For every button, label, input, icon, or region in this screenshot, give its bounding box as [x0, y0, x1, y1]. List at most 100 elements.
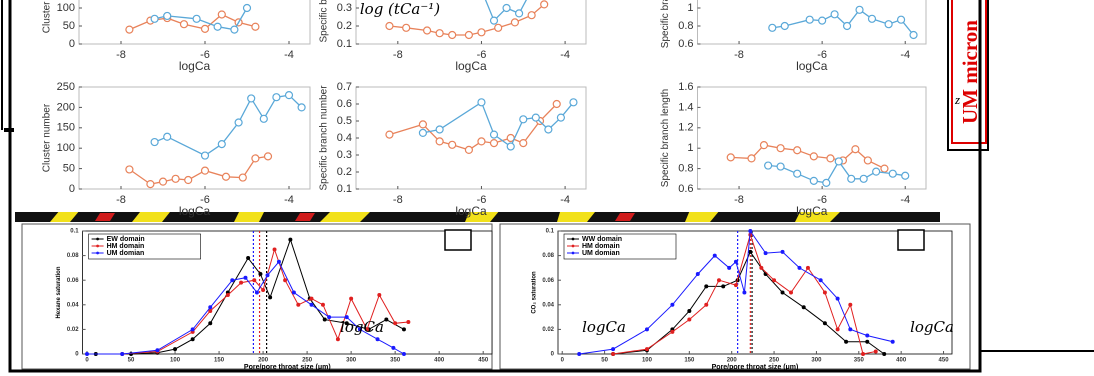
point	[898, 16, 905, 23]
point	[528, 12, 535, 19]
point	[902, 172, 909, 179]
point	[151, 139, 158, 146]
x-tick-label: 200	[727, 358, 738, 364]
x-tick-label: -8	[393, 49, 403, 61]
point	[735, 260, 738, 263]
point	[252, 155, 259, 162]
x-tick-label: -4	[284, 194, 294, 206]
point	[185, 177, 192, 184]
y-tick-label: 50	[63, 163, 75, 175]
point	[696, 273, 699, 276]
point	[436, 126, 443, 133]
y-tick-label: 0.06	[542, 278, 554, 284]
point	[760, 267, 763, 270]
point	[278, 260, 281, 263]
x-tick-label: 50	[601, 358, 608, 364]
y-tick-label: 0.04	[542, 302, 554, 308]
point	[520, 116, 527, 123]
point	[491, 131, 498, 138]
point	[910, 32, 917, 39]
y-axis-label: Specific branch number	[319, 0, 330, 43]
point	[244, 5, 251, 12]
point	[777, 145, 784, 152]
point	[214, 23, 221, 30]
y-tick-label: 0.8	[678, 163, 693, 175]
point	[202, 167, 209, 174]
point	[465, 146, 472, 153]
point	[478, 99, 485, 106]
point	[781, 23, 788, 30]
y-axis-label: Specific branch length	[660, 0, 671, 48]
point	[193, 15, 200, 22]
point	[310, 303, 313, 306]
point	[777, 163, 784, 170]
point	[612, 353, 615, 356]
point	[860, 175, 867, 182]
legend-marker	[572, 252, 575, 255]
point	[836, 297, 839, 300]
point	[202, 25, 209, 32]
y-tick-label: 0.02	[542, 327, 554, 333]
point	[260, 115, 267, 122]
x-axis-label: logCa	[796, 204, 828, 218]
point	[570, 99, 577, 106]
point	[866, 340, 869, 343]
x-tick-label: -4	[284, 49, 294, 61]
y-tick-label: 100	[57, 2, 75, 14]
point	[164, 133, 171, 140]
point	[824, 322, 827, 325]
point	[864, 157, 871, 164]
y-tick-label: 0.1	[546, 229, 555, 235]
point	[823, 179, 830, 186]
point	[849, 303, 852, 306]
point	[688, 318, 691, 321]
y-tick-label: 1	[687, 2, 693, 14]
chart: 00.020.040.060.080.105010015020025030035…	[56, 229, 492, 371]
point	[722, 285, 725, 288]
point	[831, 11, 838, 18]
point	[749, 251, 752, 254]
x-tick-label: 300	[346, 358, 357, 364]
point	[671, 330, 674, 333]
x-tick-label: 350	[390, 358, 401, 364]
point	[202, 152, 209, 159]
x-tick-label: -8	[734, 194, 744, 206]
y-tick-label: 0.2	[337, 20, 352, 32]
y-tick-label: 150	[57, 122, 75, 134]
point	[557, 114, 564, 121]
point	[247, 257, 250, 260]
point	[545, 126, 552, 133]
x-axis-label: logCa	[455, 59, 487, 73]
x-tick-label: 250	[769, 358, 780, 364]
point	[516, 10, 523, 17]
point	[852, 146, 859, 153]
point	[181, 21, 188, 28]
point	[507, 143, 514, 150]
point	[885, 21, 892, 28]
point	[172, 175, 179, 182]
point	[806, 16, 813, 23]
point	[891, 340, 894, 343]
x-tick-label: -8	[116, 49, 126, 61]
y-tick-label: 0.1	[70, 229, 79, 235]
point	[868, 15, 875, 22]
point	[376, 338, 379, 341]
x-axis-label: logCa	[179, 59, 211, 73]
point	[337, 338, 340, 341]
y-tick-label: 0.04	[67, 302, 79, 308]
point	[226, 294, 229, 297]
point	[503, 5, 510, 12]
x-tick-label: 100	[642, 358, 653, 364]
point	[419, 121, 426, 128]
y-axis-label: Specific branch length	[660, 89, 671, 187]
point	[436, 30, 443, 37]
legend-label: EW domain	[107, 236, 145, 243]
point	[378, 294, 381, 297]
y-tick-label: 200	[57, 101, 75, 113]
x-tick-label: 300	[811, 358, 822, 364]
point	[646, 348, 649, 351]
point	[223, 173, 230, 180]
point	[244, 276, 247, 279]
point	[790, 291, 793, 294]
